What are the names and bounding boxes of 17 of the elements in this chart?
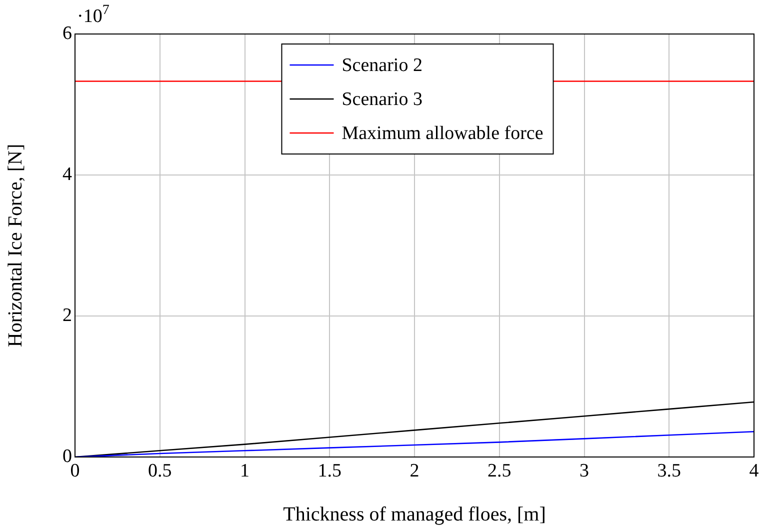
x-tick-label: 1 [240,460,250,482]
x-tick-label: 0.5 [148,460,172,482]
x-tick-label: 2 [410,460,420,482]
x-tick-label: 1.5 [318,460,342,482]
x-tick-label: 2.5 [488,460,512,482]
y-tick-label: 2 [62,304,72,326]
x-tick-label: 3.5 [657,460,681,482]
y-tick-label: 6 [62,22,72,44]
y-tick-label: 0 [62,446,72,467]
x-tick-label: 4 [749,460,760,482]
y-tick-label: 4 [62,164,72,185]
legend-label: Scenario 3 [342,88,422,110]
x-axis-title: Thickness of managed floes, [m] [283,503,546,526]
legend-label: Maximum allowable force [342,122,544,144]
x-tick-label: 3 [580,460,589,482]
y-axis-title: Horizontal Ice Force, [N] [4,144,26,348]
legend-label: Scenario 2 [342,54,422,76]
